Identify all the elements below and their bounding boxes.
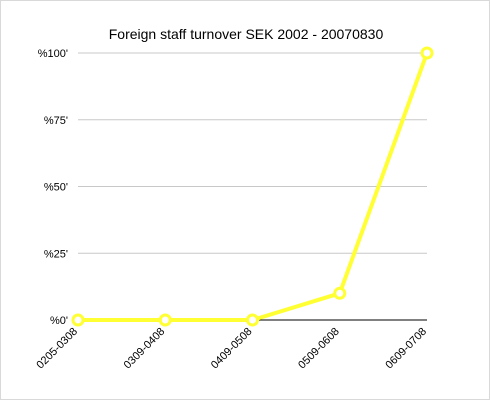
gridlines [78, 52, 427, 321]
data-point [246, 313, 259, 327]
x-tick-label: 0509-0608 [296, 326, 342, 372]
x-tick-label: 0205-0308 [34, 326, 80, 372]
y-tick-labels: %0' %25' %50' %75' %100' [38, 48, 68, 327]
x-tick-label: 0309-0408 [122, 326, 168, 372]
y-tick-label: %100' [38, 48, 68, 60]
data-point [333, 286, 347, 300]
series-group [71, 46, 434, 327]
x-tick-labels: 0205-0308 0309-0408 0409-0508 0509-0608 0609… [34, 326, 429, 372]
data-point [71, 313, 85, 327]
data-point [158, 313, 172, 327]
y-tick-label: %25' [44, 248, 68, 260]
y-tick-label: %50' [44, 182, 68, 194]
chart-title: Foreign staff turnover SEK 2002 - 200708… [109, 26, 384, 42]
data-point [420, 46, 434, 60]
x-tick-label: 0409-0508 [209, 326, 255, 372]
y-tick-label: %75' [44, 115, 68, 127]
y-tick-label: %0' [50, 315, 68, 327]
x-tick-label: 0609-0708 [383, 326, 429, 372]
